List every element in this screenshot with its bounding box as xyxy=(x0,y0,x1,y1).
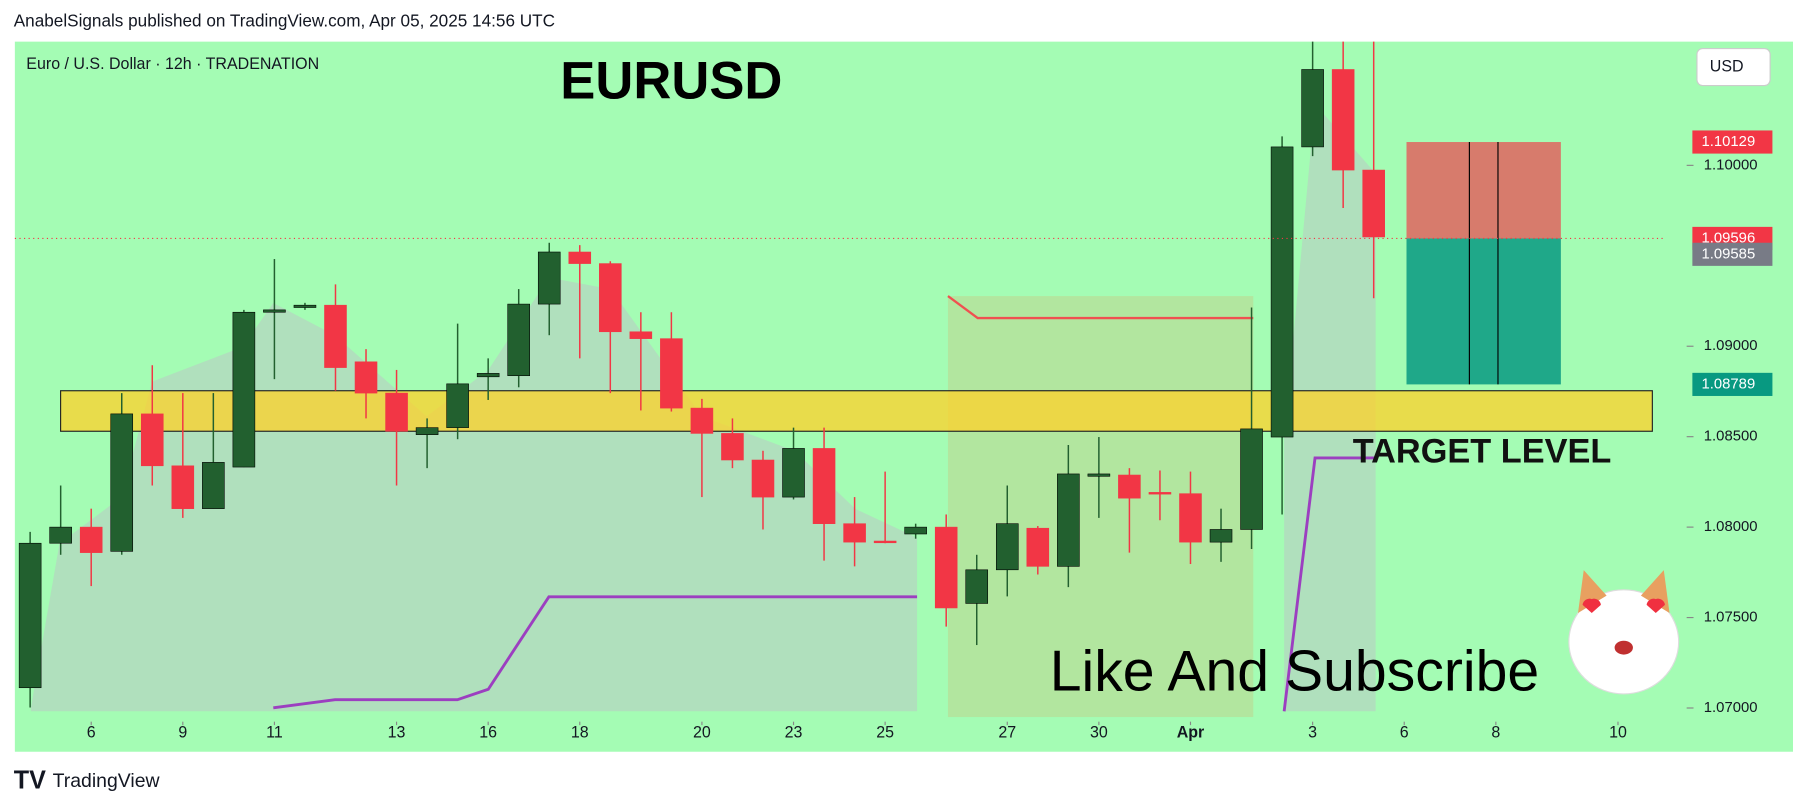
x-tick-label: 20 xyxy=(693,723,711,741)
candle-body xyxy=(721,433,744,461)
x-tick-label: 13 xyxy=(388,723,406,741)
y-tick-label: 1.08500 xyxy=(1704,428,1758,445)
candle-body xyxy=(1057,473,1080,567)
candle-body xyxy=(965,569,989,604)
candle-body xyxy=(1301,69,1324,148)
candle-body xyxy=(385,392,408,432)
header: AnabelSignals published on TradingView.c… xyxy=(14,10,555,30)
x-tick-label: 23 xyxy=(785,723,803,741)
currency-label: USD xyxy=(1710,57,1744,75)
candle-body xyxy=(1148,492,1172,495)
indicator-line xyxy=(947,295,1254,320)
annotation: TARGET LEVEL xyxy=(1353,432,1612,470)
candle-body xyxy=(415,427,439,435)
y-tick-label: 1.07500 xyxy=(1704,608,1758,625)
candle-body xyxy=(843,523,866,543)
candle-body xyxy=(660,338,683,409)
symbol-label: Euro / U.S. Dollar · 12h · TRADENATION xyxy=(26,55,319,73)
candle-body xyxy=(354,361,378,394)
candle-body xyxy=(934,526,958,609)
candle-body xyxy=(995,523,1019,571)
x-tick-label: 11 xyxy=(266,723,283,741)
x-tick-label: 6 xyxy=(1400,723,1409,741)
stop-area xyxy=(1406,142,1561,239)
candle-body xyxy=(537,251,561,305)
price-tag xyxy=(1692,372,1773,396)
target-zone xyxy=(60,390,1653,432)
indicator-line xyxy=(273,595,918,710)
x-tick-label: Apr xyxy=(1177,723,1205,741)
indicator-line xyxy=(1282,456,1376,712)
candle-body xyxy=(1270,146,1294,438)
currency-button[interactable] xyxy=(1696,47,1771,87)
x-tick-label: 3 xyxy=(1308,723,1317,741)
candle-body xyxy=(782,448,805,498)
candle-body xyxy=(140,413,164,467)
candle-body xyxy=(690,407,714,434)
candle-body xyxy=(629,331,653,339)
y-tick-label: 1.08000 xyxy=(1704,518,1758,535)
candle-body xyxy=(812,448,836,524)
y-tick-label: 1.07000 xyxy=(1704,699,1758,716)
candle-body xyxy=(1118,474,1141,499)
candle-body xyxy=(18,542,42,689)
x-tick-label: 18 xyxy=(571,723,589,741)
candle-body xyxy=(873,540,897,544)
cat-sticker xyxy=(1568,570,1680,695)
annotation: Like And Subscribe xyxy=(1050,639,1539,703)
y-tick-label: 1.10000 xyxy=(1704,156,1758,173)
candle-body xyxy=(293,304,317,308)
candle-body xyxy=(1026,527,1050,567)
price-tag xyxy=(1692,242,1773,266)
candle-body xyxy=(1179,493,1202,543)
candle-body xyxy=(1209,529,1233,543)
price-tag-label: 1.10129 xyxy=(1702,133,1756,150)
x-tick-label: 9 xyxy=(178,723,187,741)
candle-body xyxy=(263,309,286,313)
candle-body xyxy=(79,526,103,553)
candle-body xyxy=(1087,473,1111,477)
marks: 1.07000 1.07500 1.08000 1.08500 1.09000 1.100… xyxy=(14,41,1773,742)
x-tick-label: 6 xyxy=(87,723,96,741)
candle-body xyxy=(171,465,195,509)
x-tick-label: 27 xyxy=(998,723,1016,741)
candle-body xyxy=(599,263,622,333)
y-tick-label: 1.09000 xyxy=(1704,337,1758,354)
x-tick-label: 25 xyxy=(876,723,894,741)
price-tag-label: 1.08789 xyxy=(1702,375,1756,392)
candle-body xyxy=(202,462,225,509)
shaded-range xyxy=(947,296,1254,718)
x-tick-label: 10 xyxy=(1609,723,1627,741)
candle-body xyxy=(751,459,775,498)
chart-title: EURUSD xyxy=(560,51,782,110)
candle-body xyxy=(1240,428,1263,530)
candle-body xyxy=(507,303,530,377)
x-tick-label: 8 xyxy=(1491,723,1500,741)
candle-body xyxy=(446,383,469,428)
price-tag-label: 1.09596 xyxy=(1702,229,1756,246)
logo-mark: TV xyxy=(14,766,46,794)
target-area xyxy=(1406,238,1561,385)
x-tick-label: 30 xyxy=(1090,723,1108,741)
candle-body xyxy=(568,251,592,264)
candle-body xyxy=(476,373,500,378)
candle-body xyxy=(324,304,347,368)
footer: TradingView xyxy=(53,770,161,792)
candle-body xyxy=(232,311,256,468)
price-tag-label: 1.09585 xyxy=(1702,245,1756,262)
candle-body xyxy=(110,413,134,552)
price-tag xyxy=(1692,130,1773,154)
x-tick-label: 16 xyxy=(479,723,497,741)
candle-body xyxy=(1362,169,1385,238)
candle-body xyxy=(904,526,927,535)
candle-body xyxy=(49,526,72,544)
candle-body xyxy=(1331,69,1355,171)
